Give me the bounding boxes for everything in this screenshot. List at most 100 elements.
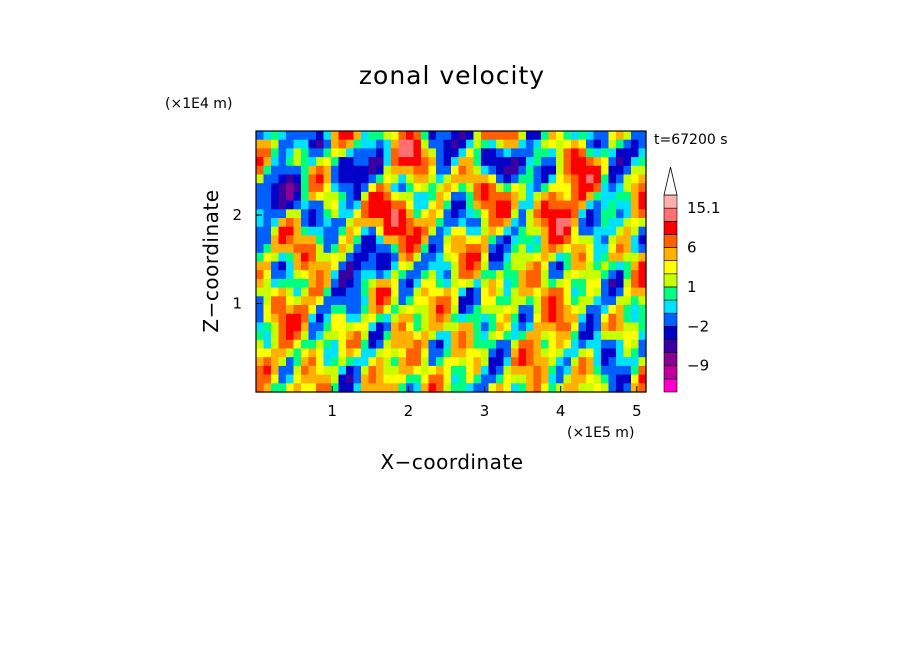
- field-cell: [413, 165, 422, 176]
- field-cell: [391, 261, 400, 271]
- field-cell: [518, 278, 527, 289]
- field-cell: [316, 322, 325, 332]
- field-cell: [511, 174, 520, 184]
- field-cell: [271, 139, 280, 149]
- field-cell: [563, 348, 572, 358]
- field-cell: [323, 331, 332, 341]
- field-cell: [451, 313, 460, 323]
- field-cell: [338, 244, 347, 254]
- field-cell: [383, 218, 392, 228]
- field-cell: [578, 218, 587, 228]
- field-cell: [451, 296, 460, 306]
- field-cell: [458, 174, 467, 184]
- field-cell: [466, 165, 475, 176]
- field-cell: [286, 383, 295, 393]
- field-cell: [616, 209, 625, 219]
- field-cell: [278, 305, 287, 315]
- field-cell: [571, 296, 580, 306]
- field-cell: [428, 209, 437, 219]
- field-cell: [601, 313, 610, 323]
- field-cell: [443, 287, 452, 297]
- field-cell: [586, 261, 595, 271]
- field-cell: [451, 278, 460, 289]
- field-cell: [308, 148, 317, 158]
- field-cell: [608, 261, 617, 271]
- field-cell: [256, 226, 265, 236]
- field-cell: [488, 235, 497, 245]
- field-cell: [511, 348, 520, 358]
- field-cell: [496, 339, 505, 350]
- field-cell: [623, 174, 632, 184]
- field-cell: [346, 261, 355, 271]
- field-cell: [406, 183, 415, 193]
- field-cell: [323, 348, 332, 358]
- field-cell: [586, 270, 595, 280]
- field-cell: [413, 287, 422, 297]
- field-cell: [593, 148, 602, 158]
- field-cell: [391, 270, 400, 280]
- field-cell: [466, 131, 475, 141]
- field-cell: [481, 183, 490, 193]
- field-cell: [391, 339, 400, 350]
- field-cell: [278, 270, 287, 280]
- field-cell: [271, 296, 280, 306]
- field-cell: [338, 331, 347, 341]
- field-cell: [638, 348, 647, 358]
- field-cell: [406, 226, 415, 236]
- field-cell: [533, 287, 542, 297]
- field-cell: [436, 226, 445, 236]
- field-cell: [458, 278, 467, 289]
- field-cell: [383, 278, 392, 289]
- field-cell: [323, 218, 332, 228]
- field-cell: [271, 331, 280, 341]
- field-cell: [571, 244, 580, 254]
- field-cell: [488, 209, 497, 219]
- field-cell: [616, 226, 625, 236]
- chart-title: zonal velocity: [359, 61, 545, 90]
- field-cell: [278, 339, 287, 350]
- field-cell: [638, 383, 647, 393]
- field-cell: [413, 374, 422, 384]
- field-cell: [346, 331, 355, 341]
- field-cell: [383, 148, 392, 158]
- field-cell: [578, 365, 587, 376]
- field-cell: [526, 348, 535, 358]
- field-cell: [293, 183, 302, 193]
- field-cell: [308, 139, 317, 149]
- field-cell: [623, 235, 632, 245]
- field-cell: [413, 305, 422, 315]
- field-cell: [346, 322, 355, 332]
- field-cell: [578, 165, 587, 176]
- field-cell: [511, 322, 520, 332]
- field-cell: [496, 305, 505, 315]
- field-cell: [293, 165, 302, 176]
- field-cell: [293, 322, 302, 332]
- field-cell: [503, 148, 512, 158]
- field-cell: [631, 226, 640, 236]
- field-cell: [301, 270, 310, 280]
- field-cell: [518, 139, 527, 149]
- field-cell: [586, 278, 595, 289]
- field-cell: [376, 139, 385, 149]
- field-cell: [496, 270, 505, 280]
- field-cell: [533, 235, 542, 245]
- field-cell: [563, 287, 572, 297]
- field-cell: [353, 270, 362, 280]
- field-cell: [376, 305, 385, 315]
- field-cell: [533, 191, 542, 202]
- field-cell: [278, 183, 287, 193]
- field-cell: [616, 131, 625, 141]
- field-cell: [533, 365, 542, 376]
- field-cell: [541, 357, 550, 367]
- field-cell: [571, 157, 580, 167]
- colorbar: 15.161−2−9: [663, 166, 720, 393]
- field-cell: [263, 165, 272, 176]
- contour-field: [256, 131, 647, 393]
- field-cell: [578, 348, 587, 358]
- field-cell: [511, 209, 520, 219]
- field-cell: [496, 139, 505, 149]
- field-cell: [406, 313, 415, 323]
- field-cell: [563, 305, 572, 315]
- field-cell: [428, 174, 437, 184]
- field-cell: [601, 374, 610, 384]
